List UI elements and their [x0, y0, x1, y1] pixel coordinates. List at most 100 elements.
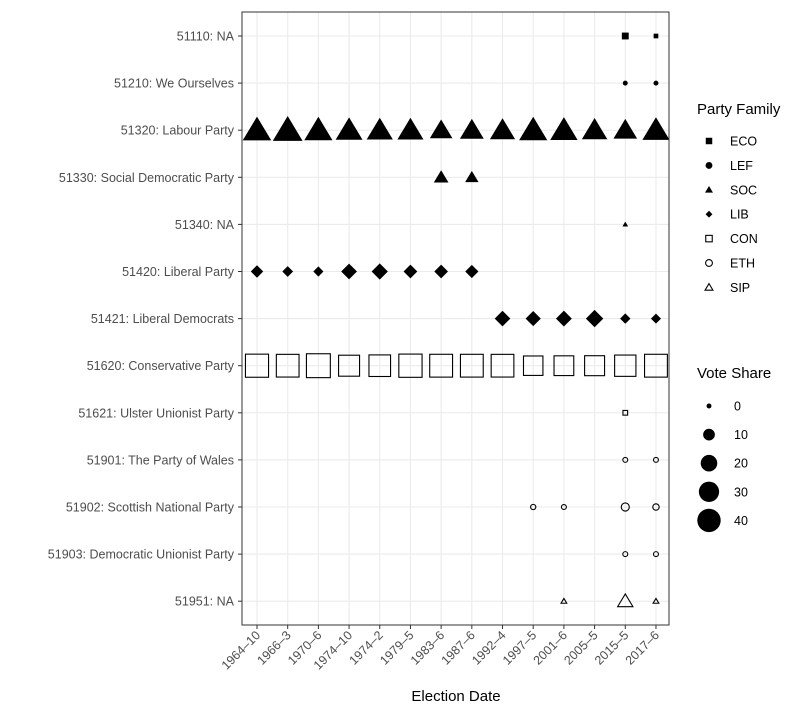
- legend-label: 40: [734, 514, 748, 528]
- data-point: [653, 33, 659, 39]
- data-point: [530, 503, 537, 511]
- legend-key-sip: [704, 282, 714, 291]
- y-tick-label: 51620: Conservative Party: [87, 359, 235, 373]
- legend-label: SIP: [730, 281, 750, 295]
- data-point: [652, 503, 660, 511]
- data-point: [653, 80, 659, 86]
- data-point: [459, 118, 484, 139]
- legend-label: ETH: [730, 257, 755, 271]
- legend-key-con: [705, 234, 713, 243]
- y-tick-label: 51621: Ulster Unionist Party: [78, 406, 234, 420]
- data-point: [272, 116, 303, 141]
- x-tick-label: 1964–10: [219, 628, 263, 672]
- legend-size-key: [698, 481, 720, 502]
- legend-key-eth: [705, 259, 713, 267]
- legend-key-eco: [705, 137, 713, 145]
- y-tick-label: 51901: The Party of Wales: [87, 453, 234, 467]
- data-point: [622, 80, 628, 86]
- legend-key-lef: [705, 161, 713, 169]
- data-point: [553, 355, 575, 377]
- y-tick-label: 51110: NA: [177, 30, 235, 44]
- legend-label: LIB: [730, 208, 749, 222]
- data-point: [652, 456, 659, 463]
- data-point: [429, 119, 453, 139]
- y-tick-label: 51340: NA: [175, 218, 235, 232]
- data-point: [614, 354, 637, 377]
- legend-size-key: [697, 508, 721, 533]
- data-point: [560, 597, 568, 604]
- data-point: [644, 353, 668, 378]
- legend-label: ECO: [730, 135, 757, 149]
- x-axis-tick-labels: 1964–101966–31970–61974–101974–21979–519…: [219, 625, 662, 673]
- data-point: [465, 264, 479, 279]
- legend-key-soc: [705, 186, 713, 193]
- data-point: [242, 116, 272, 141]
- y-tick-label: 51420: Liberal Party: [122, 265, 235, 279]
- data-point: [550, 117, 578, 140]
- y-tick-label: 51903: Democratic Unionist Party: [48, 548, 235, 562]
- data-point: [366, 117, 393, 140]
- data-point: [489, 118, 516, 140]
- data-point: [650, 313, 662, 324]
- data-point: [616, 592, 634, 608]
- data-point: [652, 551, 659, 558]
- data-point: [341, 263, 357, 280]
- legend-label: 20: [734, 457, 748, 471]
- data-point: [304, 116, 333, 141]
- legend-size-key: [706, 403, 712, 409]
- legend-party-family-title: Party Family: [697, 101, 781, 118]
- y-tick-label: 51320: Labour Party: [121, 124, 235, 138]
- data-point: [620, 502, 630, 512]
- data-point: [519, 116, 548, 141]
- data-point: [250, 265, 264, 278]
- data-point: [313, 266, 324, 277]
- data-point: [429, 353, 454, 378]
- data-point: [494, 310, 511, 327]
- data-point: [622, 409, 629, 416]
- data-point: [338, 354, 361, 377]
- data-point: [652, 597, 660, 604]
- plot-panel-border: [241, 11, 670, 626]
- data-point: [305, 353, 331, 379]
- y-tick-label: 51421: Liberal Democrats: [91, 312, 234, 326]
- legend-vote-share-title: Vote Share: [697, 365, 771, 382]
- legend-label: CON: [730, 232, 758, 246]
- data-point: [622, 551, 629, 558]
- data-point: [275, 353, 300, 378]
- y-tick-label: 51330: Social Democratic Party: [59, 171, 235, 185]
- data-point: [459, 353, 484, 378]
- data-point: [642, 117, 670, 140]
- data-point: [397, 117, 424, 140]
- data-point: [622, 221, 629, 227]
- legend-label: SOC: [730, 183, 757, 197]
- y-axis-tick-labels: 51110: NA 51210: We Ourselves 51320: Labou…: [48, 30, 242, 609]
- x-axis-title: Election Date: [411, 688, 500, 705]
- data-point: [282, 266, 294, 277]
- legend-size-key: [703, 428, 715, 441]
- data-point: [371, 263, 388, 280]
- x-tick-label: 2017–6: [623, 628, 662, 667]
- data-point: [622, 456, 629, 463]
- data-point: [613, 118, 638, 139]
- legend-label: 0: [734, 400, 741, 414]
- legend-party-family: Party Family ECO LEF SOC LIB CON ETH SIP: [697, 101, 781, 295]
- legend-vote-share: Vote Share 0 10 20 30 40: [697, 365, 771, 533]
- y-tick-label: 51951: NA: [175, 595, 235, 609]
- y-tick-label: 51902: Scottish National Party: [66, 501, 235, 515]
- data-point: [621, 32, 629, 40]
- data-points: [242, 32, 670, 608]
- data-point: [434, 264, 448, 279]
- legend-key-lib: [705, 210, 713, 218]
- data-point: [368, 354, 392, 378]
- legend-label: LEF: [730, 159, 753, 173]
- data-point: [560, 503, 567, 511]
- legend-label: 30: [734, 485, 748, 499]
- y-tick-label: 51210: We Ourselves: [114, 77, 234, 91]
- legend-size-key: [700, 454, 718, 472]
- grid: [242, 12, 669, 625]
- data-point: [433, 170, 449, 183]
- data-point: [555, 310, 572, 327]
- data-point: [522, 355, 544, 376]
